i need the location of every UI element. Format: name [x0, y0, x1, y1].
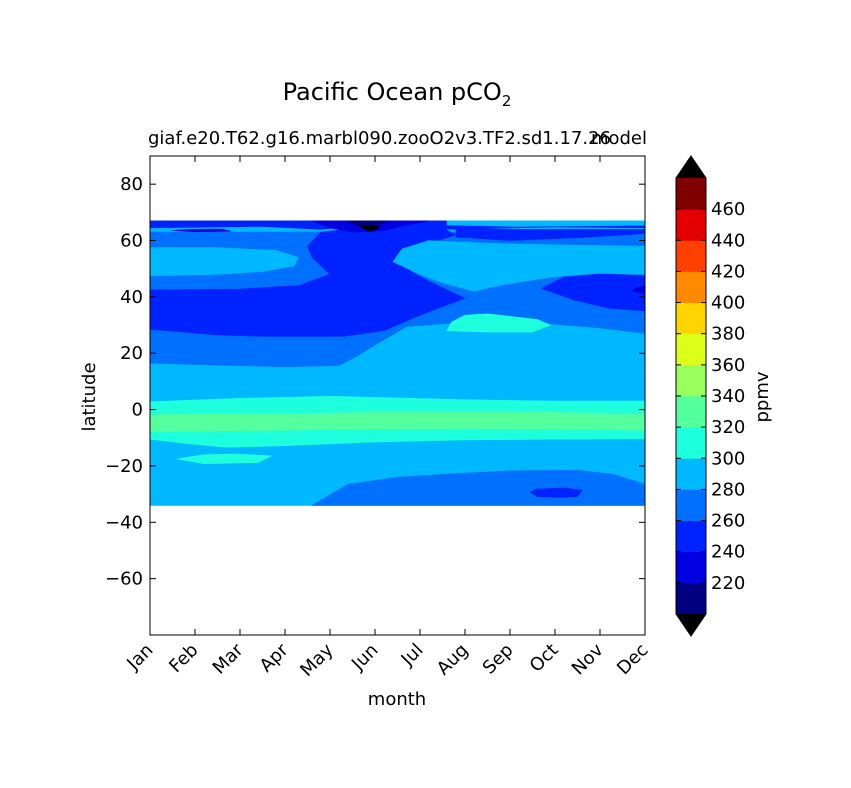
x-tick-label-jul: Jul — [397, 640, 428, 671]
colorbar-outline — [675, 155, 707, 637]
y-axis-label: latitude — [79, 362, 100, 431]
x-tick-label-apr: Apr — [256, 639, 293, 676]
contour-region-4 — [150, 412, 645, 432]
x-tick-label-nov: Nov — [568, 639, 608, 679]
colorbar-tick-label: 320 — [711, 417, 745, 438]
y-tick-label: 40 — [120, 287, 143, 308]
colorbar-segment-240 — [676, 520, 706, 553]
colorbar-segment-260 — [676, 489, 706, 521]
colorbar-label: ppmv — [752, 371, 773, 422]
colorbar-segment-200 — [676, 582, 706, 615]
colorbar-tick-label: 280 — [711, 479, 745, 500]
contour-region-18 — [358, 225, 380, 232]
colorbar-tick-label: 300 — [711, 448, 745, 469]
x-tick-label-jun: Jun — [347, 640, 382, 675]
colorbar-tick-label: 380 — [711, 324, 745, 345]
chart-subtitle-model: model — [591, 128, 647, 149]
colorbar-segment-340 — [676, 364, 706, 397]
contour-region-15 — [446, 220, 645, 227]
contour-region-8 — [541, 273, 645, 312]
contour-region-5 — [176, 453, 272, 465]
x-tick-label-feb: Feb — [165, 640, 202, 677]
colorbar-tick-label: 420 — [711, 261, 745, 282]
x-tick-label-mar: Mar — [209, 639, 248, 678]
chart-subtitle-case: giaf.e20.T62.g16.marbl090.zooO2v3.TF2.sd… — [148, 128, 611, 149]
y-tick-label: −20 — [105, 456, 143, 477]
colorbar-segment-360 — [676, 333, 706, 366]
colorbar-tick-label: 440 — [711, 230, 745, 251]
colorbar-segment-380 — [676, 302, 706, 335]
x-tick-label-aug: Aug — [433, 640, 473, 680]
contour-region-17 — [347, 220, 389, 226]
x-axis-label: month — [368, 689, 426, 710]
colorbar-tick-label: 240 — [711, 542, 745, 563]
y-tick-label: 20 — [120, 343, 143, 364]
colorbar-extend-under — [676, 614, 706, 636]
chart-title: Pacific Ocean pCO2 — [283, 78, 512, 110]
y-tick-label: −40 — [105, 512, 143, 533]
colorbar-tick-label: 220 — [711, 573, 745, 594]
contour-region-10 — [150, 231, 308, 246]
contour-region-9 — [150, 247, 299, 277]
x-tick-label-oct: Oct — [526, 640, 563, 677]
contour-region-20 — [631, 285, 645, 294]
colorbar-segment-440 — [676, 209, 706, 241]
colorbar-tick-label: 460 — [711, 199, 745, 220]
x-tick-label-sep: Sep — [479, 640, 518, 679]
colorbar-tick-label: 400 — [711, 293, 745, 314]
y-tick-label: −60 — [105, 569, 143, 590]
colorbar-extend-over — [676, 156, 706, 178]
colorbar-segment-460 — [676, 178, 706, 210]
x-tick-label-dec: Dec — [613, 640, 652, 679]
contour-region-11 — [446, 313, 551, 333]
contour-fill-layer — [150, 220, 645, 506]
y-tick-label: 80 — [120, 174, 143, 195]
colorbar-tick-label: 260 — [711, 511, 745, 532]
colorbar: 220 240 260 280 300 320 340 360 380 400 420 440 460 — [675, 155, 745, 637]
x-tick-label-may: May — [296, 639, 337, 680]
contour-region-12 — [392, 240, 645, 292]
y-tick-label: 60 — [120, 231, 143, 252]
colorbar-tick-label: 360 — [711, 355, 745, 376]
x-tick-label-jan: Jan — [122, 640, 157, 675]
plot-frame — [149, 155, 646, 636]
contour-region-19 — [172, 228, 232, 233]
contour-region-2 — [529, 487, 583, 498]
colorbar-tick-label: 340 — [711, 386, 745, 407]
colorbar-segment-320 — [676, 396, 706, 428]
colorbar-segment-300 — [676, 427, 706, 459]
colorbar-segment-220 — [676, 551, 706, 584]
colorbar-segment-280 — [676, 458, 706, 490]
colorbar-segment-420 — [676, 240, 706, 272]
colorbar-segment-400 — [676, 271, 706, 303]
y-tick-label: 0 — [132, 400, 143, 421]
y-axis: 80 60 40 20 0 −20 −40 −60 — [105, 174, 645, 590]
